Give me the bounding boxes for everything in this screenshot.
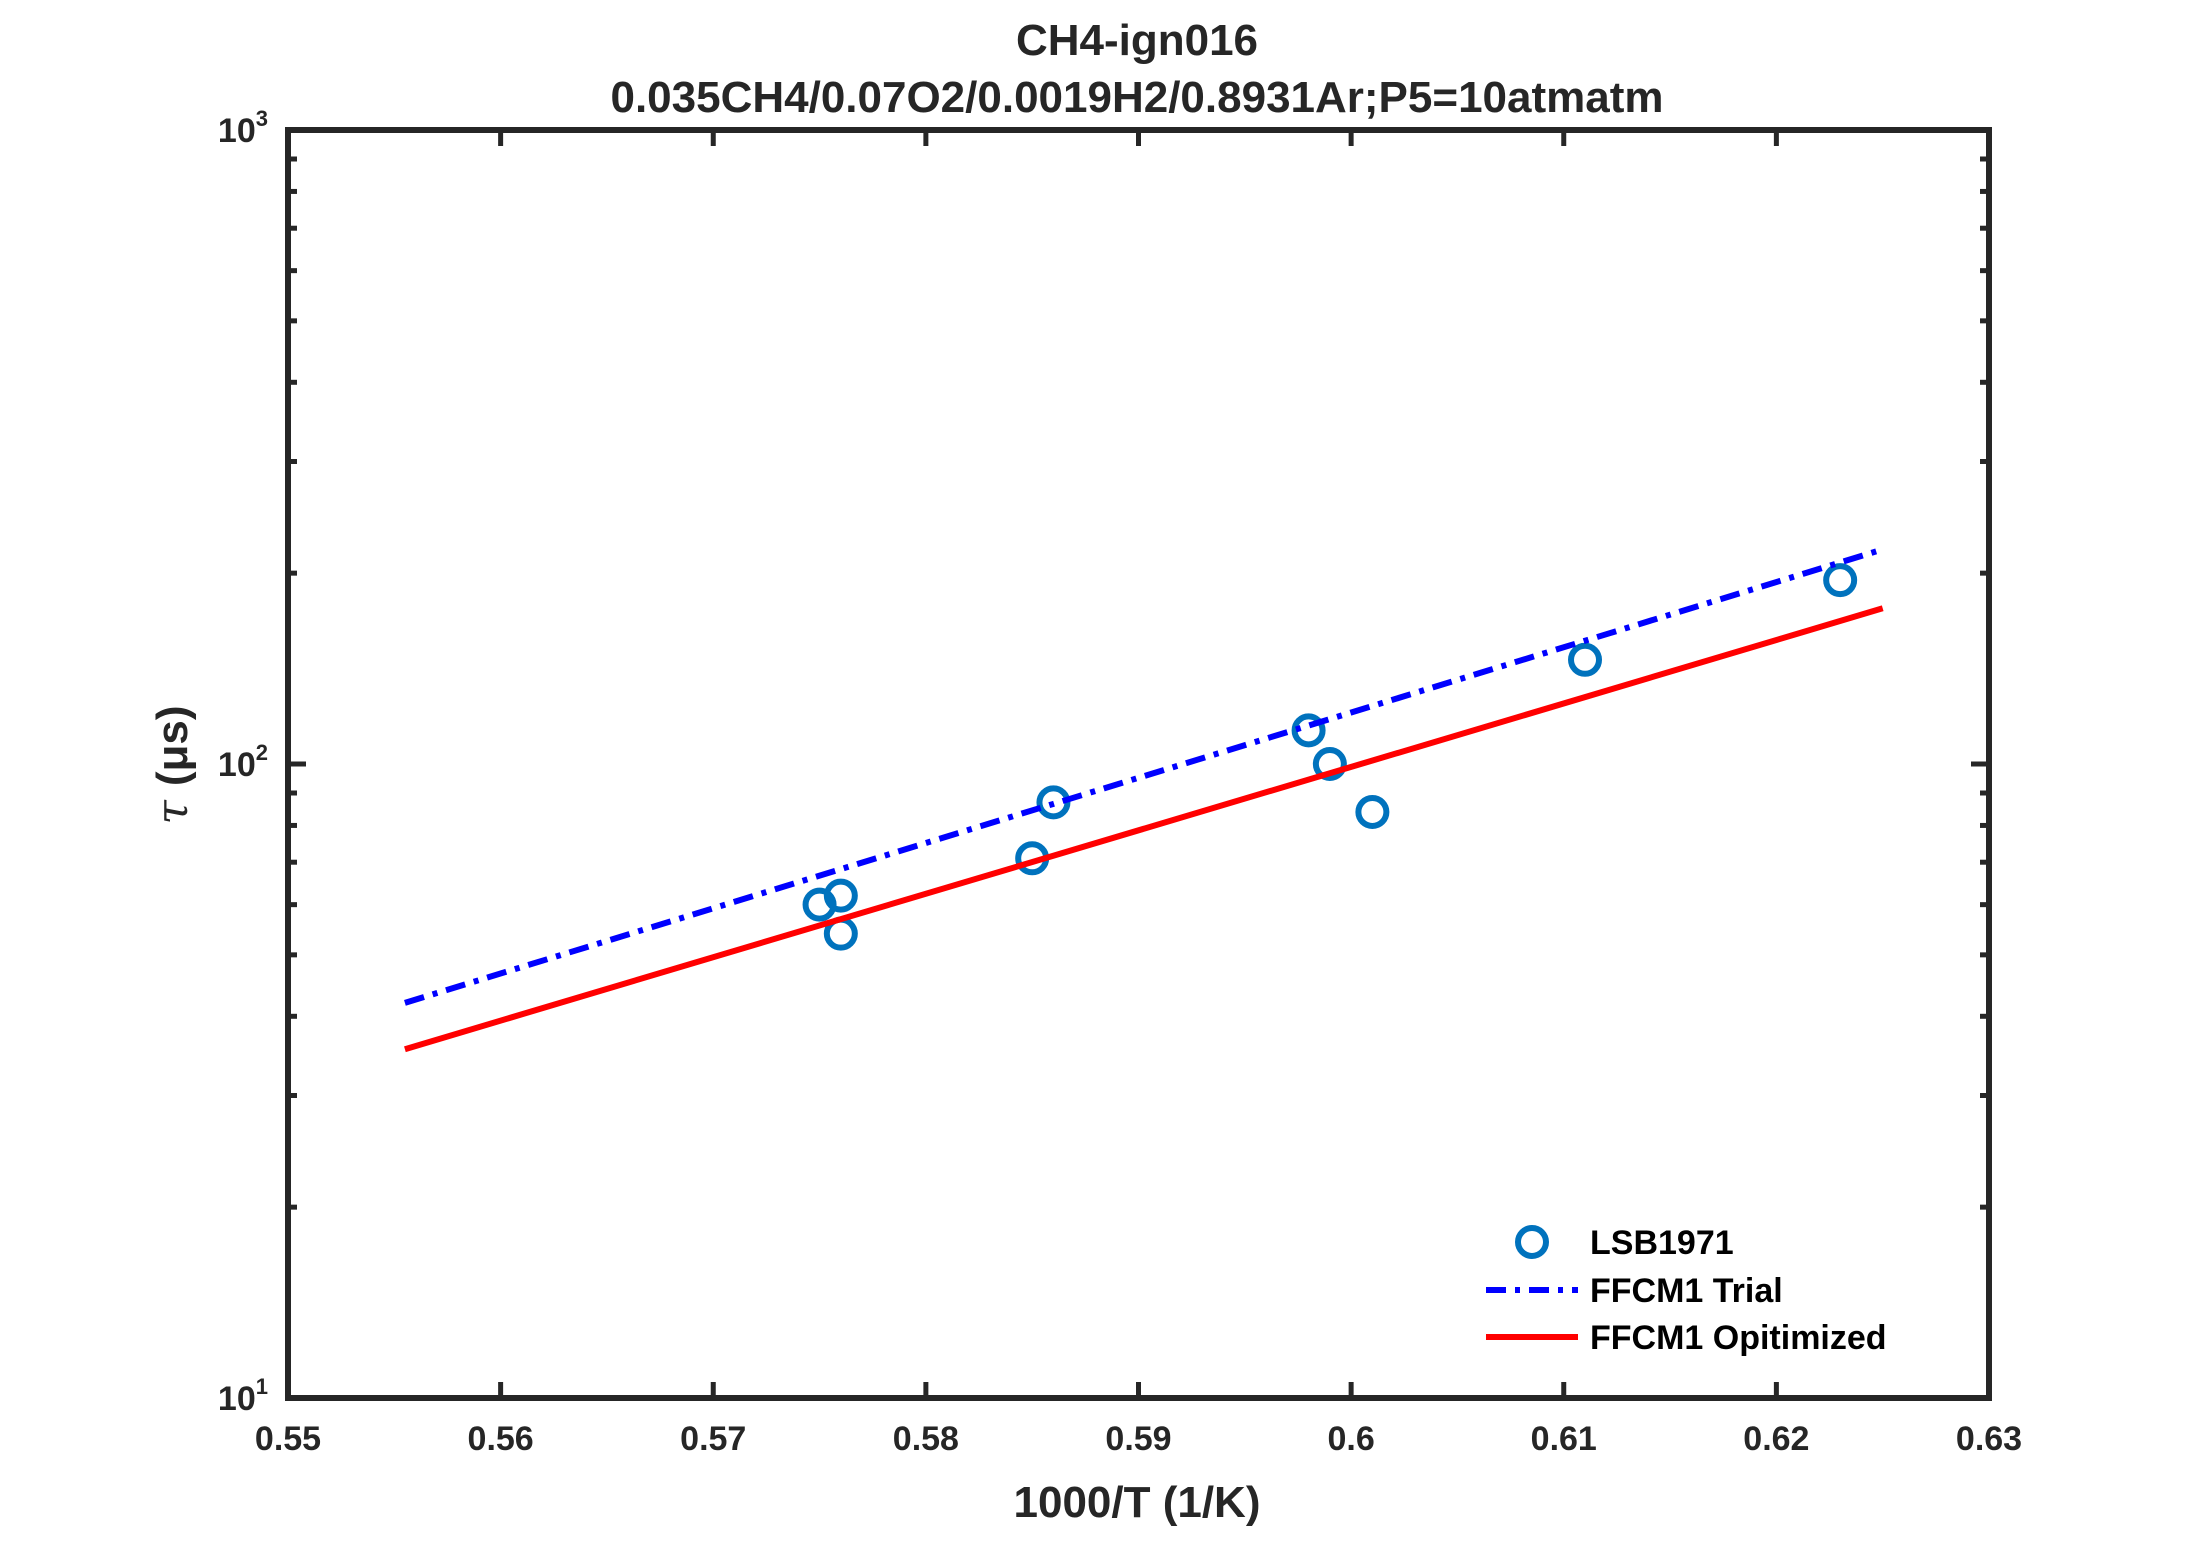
x-tick-label: 0.63: [1956, 1420, 2022, 1458]
y-tick-label: 103: [218, 106, 268, 150]
x-tick-label: 0.55: [255, 1420, 321, 1458]
legend-label-lsb1971: LSB1971: [1590, 1224, 1734, 1262]
data-point-lsb1971: [1823, 563, 1858, 598]
data-point-lsb1971: [1291, 713, 1326, 748]
y-tick-base: 10: [218, 746, 256, 784]
y-tick-base: 10: [218, 112, 256, 150]
y-tick-label: 102: [218, 740, 268, 784]
legend-label-ffcm1-opitimized: FFCM1 Opitimized: [1590, 1319, 1887, 1357]
y-axis-unit: (μs): [148, 705, 197, 786]
y-tick-exponent: 2: [256, 740, 268, 765]
x-tick-label: 0.57: [680, 1420, 746, 1458]
legend: LSB1971 FFCM1 Trial FFCM1 Opitimized: [1486, 1224, 1887, 1357]
y-tick-label: 101: [218, 1374, 268, 1418]
series-layer: [404, 546, 1884, 1053]
y-tick-base: 10: [218, 1380, 256, 1418]
data-point-lsb1971: [1568, 642, 1603, 677]
x-axis-ticks: 0.55 0.56 0.57 0.58 0.59 0.6 0.61 0.62 0.63: [255, 130, 2022, 1458]
y-tick-exponent: 3: [256, 106, 268, 131]
x-tick-label: 0.59: [1105, 1420, 1171, 1458]
y-axis-symbol: τ: [147, 800, 198, 825]
x-tick-label: 0.58: [893, 1420, 959, 1458]
x-tick-label: 0.6: [1327, 1420, 1374, 1458]
legend-marker-lsb1971: [1515, 1225, 1549, 1259]
y-tick-exponent: 1: [256, 1374, 268, 1399]
axes-box: [285, 127, 1992, 1401]
plot-area: [288, 130, 1989, 1398]
chart-subtitle: 0.035CH4/0.07O2/0.0019H2/0.8931Ar;P5=10a…: [610, 73, 1663, 122]
data-point-lsb1971: [1312, 747, 1347, 781]
chart-title: CH4-ign016: [1016, 16, 1258, 65]
x-tick-label: 0.61: [1531, 1420, 1597, 1458]
legend-label-ffcm1-trial: FFCM1 Trial: [1590, 1272, 1783, 1310]
data-point-lsb1971: [823, 878, 858, 913]
x-axis-label: 1000/T (1/K): [1014, 1478, 1261, 1527]
series-line-ffcm1-opitimized: [404, 605, 1884, 1053]
data-point-lsb1971: [1355, 795, 1390, 830]
x-tick-label: 0.56: [468, 1420, 534, 1458]
y-axis-label: τ (μs): [147, 705, 198, 824]
x-tick-label: 0.62: [1743, 1420, 1809, 1458]
